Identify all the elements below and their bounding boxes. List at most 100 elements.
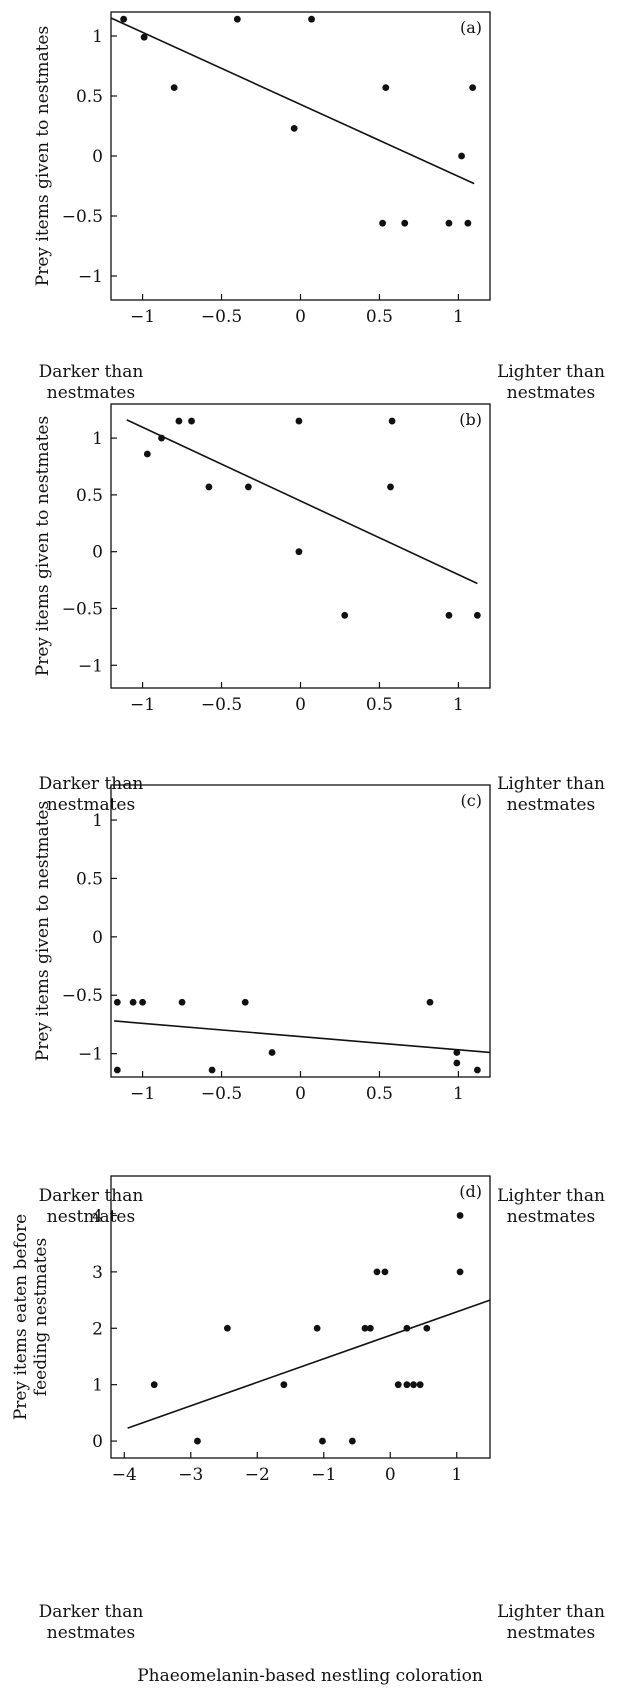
plot-frame xyxy=(110,1175,491,1459)
right-note-panel-d: Lighter than nestmates xyxy=(485,1602,617,1644)
data-point xyxy=(381,1268,389,1276)
regression-line xyxy=(110,17,475,185)
right-note-line2: nestmates xyxy=(506,383,596,403)
x-tick-label: 1 xyxy=(451,1465,462,1485)
data-point xyxy=(139,998,146,1006)
data-point xyxy=(445,219,453,227)
data-point xyxy=(401,219,409,227)
data-point xyxy=(464,219,472,227)
y-axis-title: Prey items given to nestmates xyxy=(33,416,53,676)
data-point xyxy=(394,1381,402,1389)
data-point xyxy=(295,548,303,556)
y-tick-label: −1 xyxy=(78,267,103,287)
data-point xyxy=(456,1268,464,1276)
x-tick-label: 0.5 xyxy=(366,695,393,715)
x-tick-label: 1 xyxy=(453,307,464,327)
plot-frame xyxy=(110,403,491,689)
data-point xyxy=(453,1059,461,1067)
panel-c: −1 −0.5 0 0.5 1 1 0.5 0 −0.5 −1 (c) Prey items give… xyxy=(33,784,491,1104)
x-tick-label: 0 xyxy=(385,1465,396,1485)
x-tick-label: 0 xyxy=(295,695,306,715)
right-note-line1: Lighter than xyxy=(497,1602,605,1622)
x-tick-label: −0.5 xyxy=(201,307,242,327)
data-point xyxy=(388,417,396,425)
panel-label: (c) xyxy=(461,791,482,810)
x-tick-label: −0.5 xyxy=(201,695,242,715)
y-tick-label: 1 xyxy=(92,429,103,449)
data-point xyxy=(223,1324,231,1332)
x-tick-label: −1 xyxy=(130,307,155,327)
data-point xyxy=(113,998,121,1006)
y-tick-label: −0.5 xyxy=(62,986,103,1006)
x-tick-label: 0 xyxy=(295,307,306,327)
data-point xyxy=(469,84,477,91)
y-tick-label: 0 xyxy=(92,1432,103,1452)
x-tick-label: −3 xyxy=(178,1465,203,1485)
data-point xyxy=(423,1324,431,1332)
data-point xyxy=(140,33,148,41)
left-note-line1: Darker than xyxy=(38,1602,144,1622)
left-note-line2: nestmates xyxy=(46,1623,136,1643)
data-point xyxy=(129,998,137,1006)
panel-label: (d) xyxy=(459,1182,482,1201)
x-tick-label: 0.5 xyxy=(366,1084,393,1104)
data-point xyxy=(188,417,195,425)
y-axis-title-line2: feeding nestmates xyxy=(31,1238,51,1396)
left-note-panel-b: Darker than nestmates xyxy=(32,774,150,816)
data-point xyxy=(241,998,249,1006)
data-point xyxy=(473,1066,481,1074)
data-point xyxy=(426,998,434,1006)
data-point xyxy=(379,219,387,227)
y-tick-label: −0.5 xyxy=(62,599,103,619)
x-tick-label: 1 xyxy=(453,1084,464,1104)
y-tick-label: 0 xyxy=(92,147,103,167)
data-point xyxy=(208,1066,216,1074)
data-point xyxy=(453,1049,461,1056)
right-note-line2: nestmates xyxy=(506,1623,596,1643)
x-tick-label: −1 xyxy=(130,1084,155,1104)
panel-d: −4 −3 −2 −1 0 1 4 3 2 1 0 (d) Prey items eaten befor… xyxy=(11,1175,491,1485)
data-point xyxy=(290,124,298,132)
data-point xyxy=(341,611,349,619)
x-tick-label: −1 xyxy=(311,1465,336,1485)
panel-a: −1 −0.5 0 0.5 1 1 0.5 0 −0.5 −1 (a) Prey items give… xyxy=(33,11,491,327)
y-tick-label: 0.5 xyxy=(76,869,103,889)
data-point xyxy=(143,450,151,458)
y-tick-label: 4 xyxy=(92,1206,103,1226)
x-tick-label: −0.5 xyxy=(201,1084,242,1104)
x-tick-label: −1 xyxy=(130,695,155,715)
y-tick-label: 1 xyxy=(92,1376,103,1396)
plot-frame xyxy=(110,11,491,301)
regression-line xyxy=(114,1020,491,1054)
left-note-line1: Darker than xyxy=(38,362,144,382)
right-note-line1: Lighter than xyxy=(497,362,605,382)
y-axis-title: Prey items given to nestmates xyxy=(33,801,53,1061)
data-point xyxy=(382,84,390,91)
y-tick-label: 1 xyxy=(92,811,103,831)
regression-line xyxy=(127,1299,491,1429)
y-tick-label: −0.5 xyxy=(62,207,103,227)
x-tick-label: 0.5 xyxy=(366,307,393,327)
right-note-line1: Lighter than xyxy=(497,774,605,794)
x-tick-label: 0 xyxy=(295,1084,306,1104)
data-point xyxy=(313,1324,321,1332)
y-tick-label: 0.5 xyxy=(76,87,103,107)
right-note-line2: nestmates xyxy=(506,1207,596,1227)
data-point xyxy=(244,483,252,491)
x-axis-title: Phaeomelanin-based nestling coloration xyxy=(137,1666,483,1686)
data-point xyxy=(113,1066,121,1074)
y-tick-label: 0 xyxy=(92,543,103,563)
data-point xyxy=(194,1437,201,1445)
plot-frame xyxy=(110,784,491,1078)
data-point xyxy=(280,1381,288,1389)
right-note-line1: Lighter than xyxy=(497,1186,605,1206)
left-note-panel-d: Darker than nestmates xyxy=(32,1602,150,1644)
data-point xyxy=(178,998,186,1006)
y-axis-title: Prey items given to nestmates xyxy=(33,26,53,286)
data-point xyxy=(205,483,213,491)
data-point xyxy=(175,417,183,425)
data-point xyxy=(416,1381,424,1389)
y-tick-label: 0 xyxy=(92,928,103,948)
panel-label: (a) xyxy=(460,18,482,37)
